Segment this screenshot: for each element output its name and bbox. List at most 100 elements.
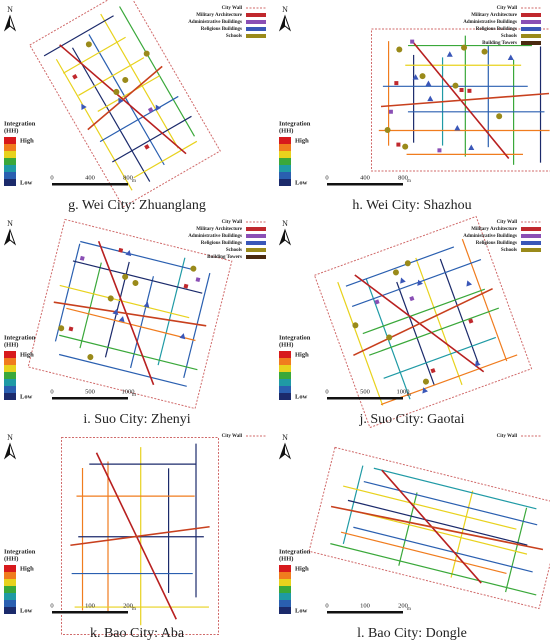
admin-marker (430, 368, 436, 374)
color-ramp (4, 165, 16, 172)
scale-label: 0 (325, 602, 328, 609)
low-label: Low (20, 393, 33, 400)
north-label: N (282, 219, 288, 228)
main-street (353, 287, 493, 357)
street (396, 281, 435, 386)
legend-symbol (521, 227, 541, 231)
school-marker (392, 269, 399, 276)
school-marker (122, 273, 129, 280)
legend-label: Religious Buildings (476, 27, 517, 32)
north-label: N (7, 5, 13, 14)
religious-marker (179, 333, 186, 340)
scale-label: 500 (85, 388, 95, 395)
school-marker (113, 88, 120, 95)
map (308, 446, 550, 610)
religious-marker (81, 103, 87, 111)
panel: N City Wall Military Architecture Administr… (278, 215, 541, 429)
street (88, 34, 165, 166)
admin-marker (183, 283, 189, 289)
color-ramp (279, 137, 291, 144)
north-label: N (7, 219, 13, 228)
color-ramp (4, 393, 16, 400)
admin-marker (394, 81, 399, 86)
color-ramp (279, 607, 291, 614)
scale-label: 100 (360, 602, 370, 609)
legend-symbol (521, 20, 541, 24)
legend-symbol (521, 34, 541, 38)
school-marker (386, 334, 393, 341)
north-arrow-half (280, 444, 285, 458)
high-label: High (20, 137, 34, 144)
color-ramp (279, 365, 291, 372)
religious-marker (143, 301, 150, 308)
religious-marker (412, 74, 419, 80)
color-ramp (279, 572, 291, 579)
panel: N City Wall Integration(HH)High Low 0 100 200m… (3, 433, 266, 641)
religious-marker (507, 54, 514, 60)
legend-label: City Wall (222, 6, 243, 11)
scale-label: 400 (85, 174, 95, 181)
color-ramp (4, 579, 16, 586)
admin-marker (396, 142, 401, 147)
color-ramp (279, 158, 291, 165)
legend-symbol (246, 241, 266, 245)
admin-marker (437, 148, 442, 153)
scale-label: 200 (123, 602, 133, 609)
low-label: Low (295, 179, 308, 186)
religious-marker (446, 51, 453, 57)
legend-label: Religious Buildings (201, 27, 242, 32)
school-marker (58, 325, 65, 332)
color-ramp (279, 586, 291, 593)
religious-marker (400, 277, 406, 284)
religious-marker (417, 279, 423, 286)
color-ramp (4, 607, 16, 614)
legend-symbol (521, 248, 541, 252)
color-ramp (4, 379, 16, 386)
school-marker (107, 295, 114, 302)
religious-marker (112, 308, 119, 315)
legend-symbol (246, 20, 266, 24)
map (27, 218, 233, 410)
color-ramp (279, 386, 291, 393)
color-ramp (4, 600, 16, 607)
street (362, 288, 486, 335)
low-label: Low (295, 393, 308, 400)
school-marker (396, 46, 403, 53)
legend-label: Schools (226, 34, 242, 39)
street (183, 272, 211, 379)
integration-unit: (HH) (4, 127, 18, 134)
scale-bar (327, 611, 403, 614)
school-marker (143, 50, 150, 57)
street (351, 259, 482, 308)
legend-label: City Wall (497, 434, 518, 439)
scale-label: 0 (50, 388, 53, 395)
legend-label: Schools (501, 248, 517, 253)
admin-marker (147, 107, 154, 113)
legend-label: City Wall (497, 6, 518, 11)
integration-title: Integration (279, 120, 311, 127)
admin-marker (195, 277, 201, 283)
caption: i. Suo City: Zhenyi (83, 412, 190, 427)
main-street (330, 505, 544, 551)
legend-symbol (246, 248, 266, 252)
school-marker (122, 76, 129, 83)
admin-marker (467, 88, 472, 93)
legend-symbol (246, 227, 266, 231)
color-ramp (279, 393, 291, 400)
color-ramp (279, 579, 291, 586)
school-marker (419, 73, 426, 80)
north-label: N (282, 433, 288, 442)
low-label: Low (295, 607, 308, 614)
color-ramp (279, 179, 291, 186)
legend-symbol (521, 27, 541, 31)
school-marker (422, 378, 429, 385)
legend-symbol (246, 27, 266, 31)
school-marker (481, 48, 488, 55)
school-marker (87, 354, 94, 361)
city-wall (27, 218, 233, 410)
street (99, 95, 179, 143)
street (340, 531, 507, 575)
scale-label: 0 (50, 602, 53, 609)
color-ramp (279, 144, 291, 151)
caption: k. Bao City: Aba (90, 626, 185, 641)
